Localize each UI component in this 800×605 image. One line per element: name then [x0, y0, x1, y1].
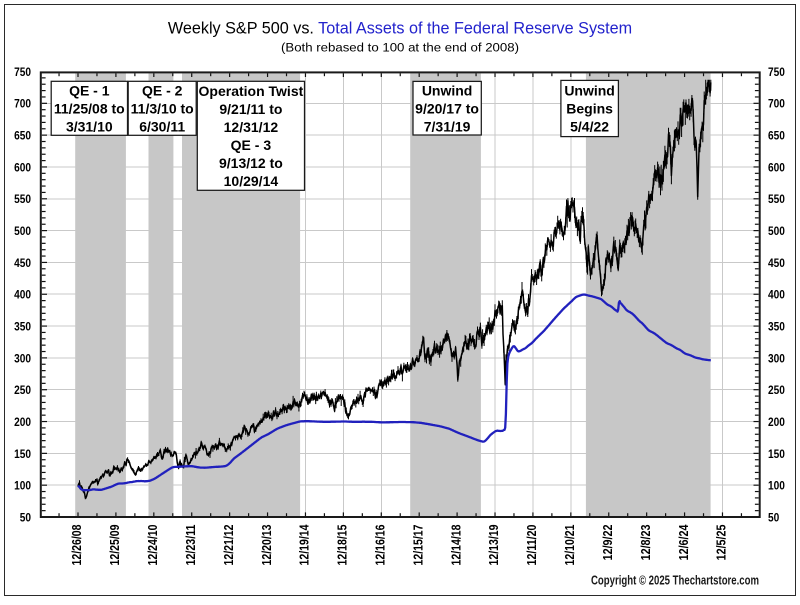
svg-text:450: 450 [14, 256, 31, 270]
svg-text:650: 650 [14, 129, 31, 143]
svg-text:150: 150 [14, 447, 31, 461]
svg-text:9/20/17 to: 9/20/17 to [415, 100, 479, 116]
svg-text:9/13/12 to: 9/13/12 to [219, 155, 283, 171]
svg-text:12/11/20: 12/11/20 [525, 524, 539, 565]
svg-text:300: 300 [14, 351, 31, 365]
svg-text:12/26/08: 12/26/08 [70, 524, 84, 565]
svg-text:12/9/22: 12/9/22 [601, 524, 615, 560]
svg-text:3/31/10: 3/31/10 [66, 118, 113, 134]
svg-text:12/31/12: 12/31/12 [224, 119, 279, 135]
svg-text:550: 550 [768, 192, 785, 206]
svg-text:5/4/22: 5/4/22 [570, 119, 609, 135]
svg-text:Unwind: Unwind [422, 82, 473, 98]
svg-text:600: 600 [768, 160, 785, 174]
svg-text:12/14/18: 12/14/18 [449, 524, 463, 565]
svg-text:QE - 2: QE - 2 [142, 82, 183, 98]
svg-text:12/23/11: 12/23/11 [184, 524, 198, 565]
svg-text:11/25/08 to: 11/25/08 to [54, 100, 125, 116]
svg-text:50: 50 [20, 510, 32, 524]
svg-text:11/3/10 to: 11/3/10 to [131, 100, 194, 116]
svg-text:Begins: Begins [566, 101, 613, 117]
svg-text:12/20/13: 12/20/13 [260, 524, 274, 565]
svg-text:500: 500 [768, 224, 785, 238]
svg-text:12/19/14: 12/19/14 [298, 524, 312, 565]
svg-text:400: 400 [768, 288, 785, 302]
svg-text:12/6/24: 12/6/24 [677, 524, 691, 560]
svg-text:12/16/16: 12/16/16 [373, 524, 387, 565]
svg-text:350: 350 [14, 320, 31, 334]
svg-text:12/21/12: 12/21/12 [222, 524, 236, 565]
svg-text:450: 450 [768, 256, 785, 270]
svg-text:12/8/23: 12/8/23 [639, 524, 653, 560]
svg-text:QE - 1: QE - 1 [69, 82, 110, 98]
svg-text:300: 300 [768, 351, 785, 365]
svg-text:700: 700 [14, 97, 31, 111]
svg-text:250: 250 [768, 383, 785, 397]
svg-text:6/30/11: 6/30/11 [139, 118, 185, 134]
svg-text:400: 400 [14, 288, 31, 302]
svg-text:700: 700 [768, 97, 785, 111]
svg-text:750: 750 [768, 65, 785, 79]
svg-text:550: 550 [14, 192, 31, 206]
svg-text:750: 750 [14, 65, 31, 79]
svg-text:12/15/17: 12/15/17 [411, 524, 425, 565]
svg-text:100: 100 [14, 479, 31, 493]
svg-text:12/18/15: 12/18/15 [336, 524, 350, 565]
svg-text:12/10/21: 12/10/21 [563, 524, 577, 565]
svg-text:9/21/11 to: 9/21/11 to [219, 101, 282, 117]
svg-text:Unwind: Unwind [564, 83, 615, 99]
svg-text:200: 200 [768, 415, 785, 429]
svg-text:12/24/10: 12/24/10 [146, 524, 160, 565]
svg-text:QE - 3: QE - 3 [231, 137, 272, 153]
svg-text:200: 200 [14, 415, 31, 429]
svg-text:7/31/19: 7/31/19 [424, 118, 471, 134]
svg-text:600: 600 [14, 160, 31, 174]
svg-text:12/13/19: 12/13/19 [487, 524, 501, 565]
svg-text:Weekly S&P 500 vs. Total Asset: Weekly S&P 500 vs. Total Assets of the F… [168, 20, 632, 38]
svg-text:10/29/14: 10/29/14 [224, 173, 279, 189]
svg-text:500: 500 [14, 224, 31, 238]
svg-text:100: 100 [768, 479, 785, 493]
svg-text:50: 50 [768, 510, 780, 524]
svg-text:250: 250 [14, 383, 31, 397]
svg-text:350: 350 [768, 320, 785, 334]
svg-text:Copyright © 2025 Thechartstore: Copyright © 2025 Thechartstore.com [591, 573, 759, 587]
svg-text:(Both rebased to 100 at the en: (Both rebased to 100 at the end of 2008) [281, 40, 519, 54]
svg-text:12/5/25: 12/5/25 [715, 524, 729, 560]
svg-text:12/25/09: 12/25/09 [108, 524, 122, 565]
svg-text:150: 150 [768, 447, 785, 461]
svg-text:Operation Twist: Operation Twist [199, 83, 304, 99]
svg-text:650: 650 [768, 129, 785, 143]
